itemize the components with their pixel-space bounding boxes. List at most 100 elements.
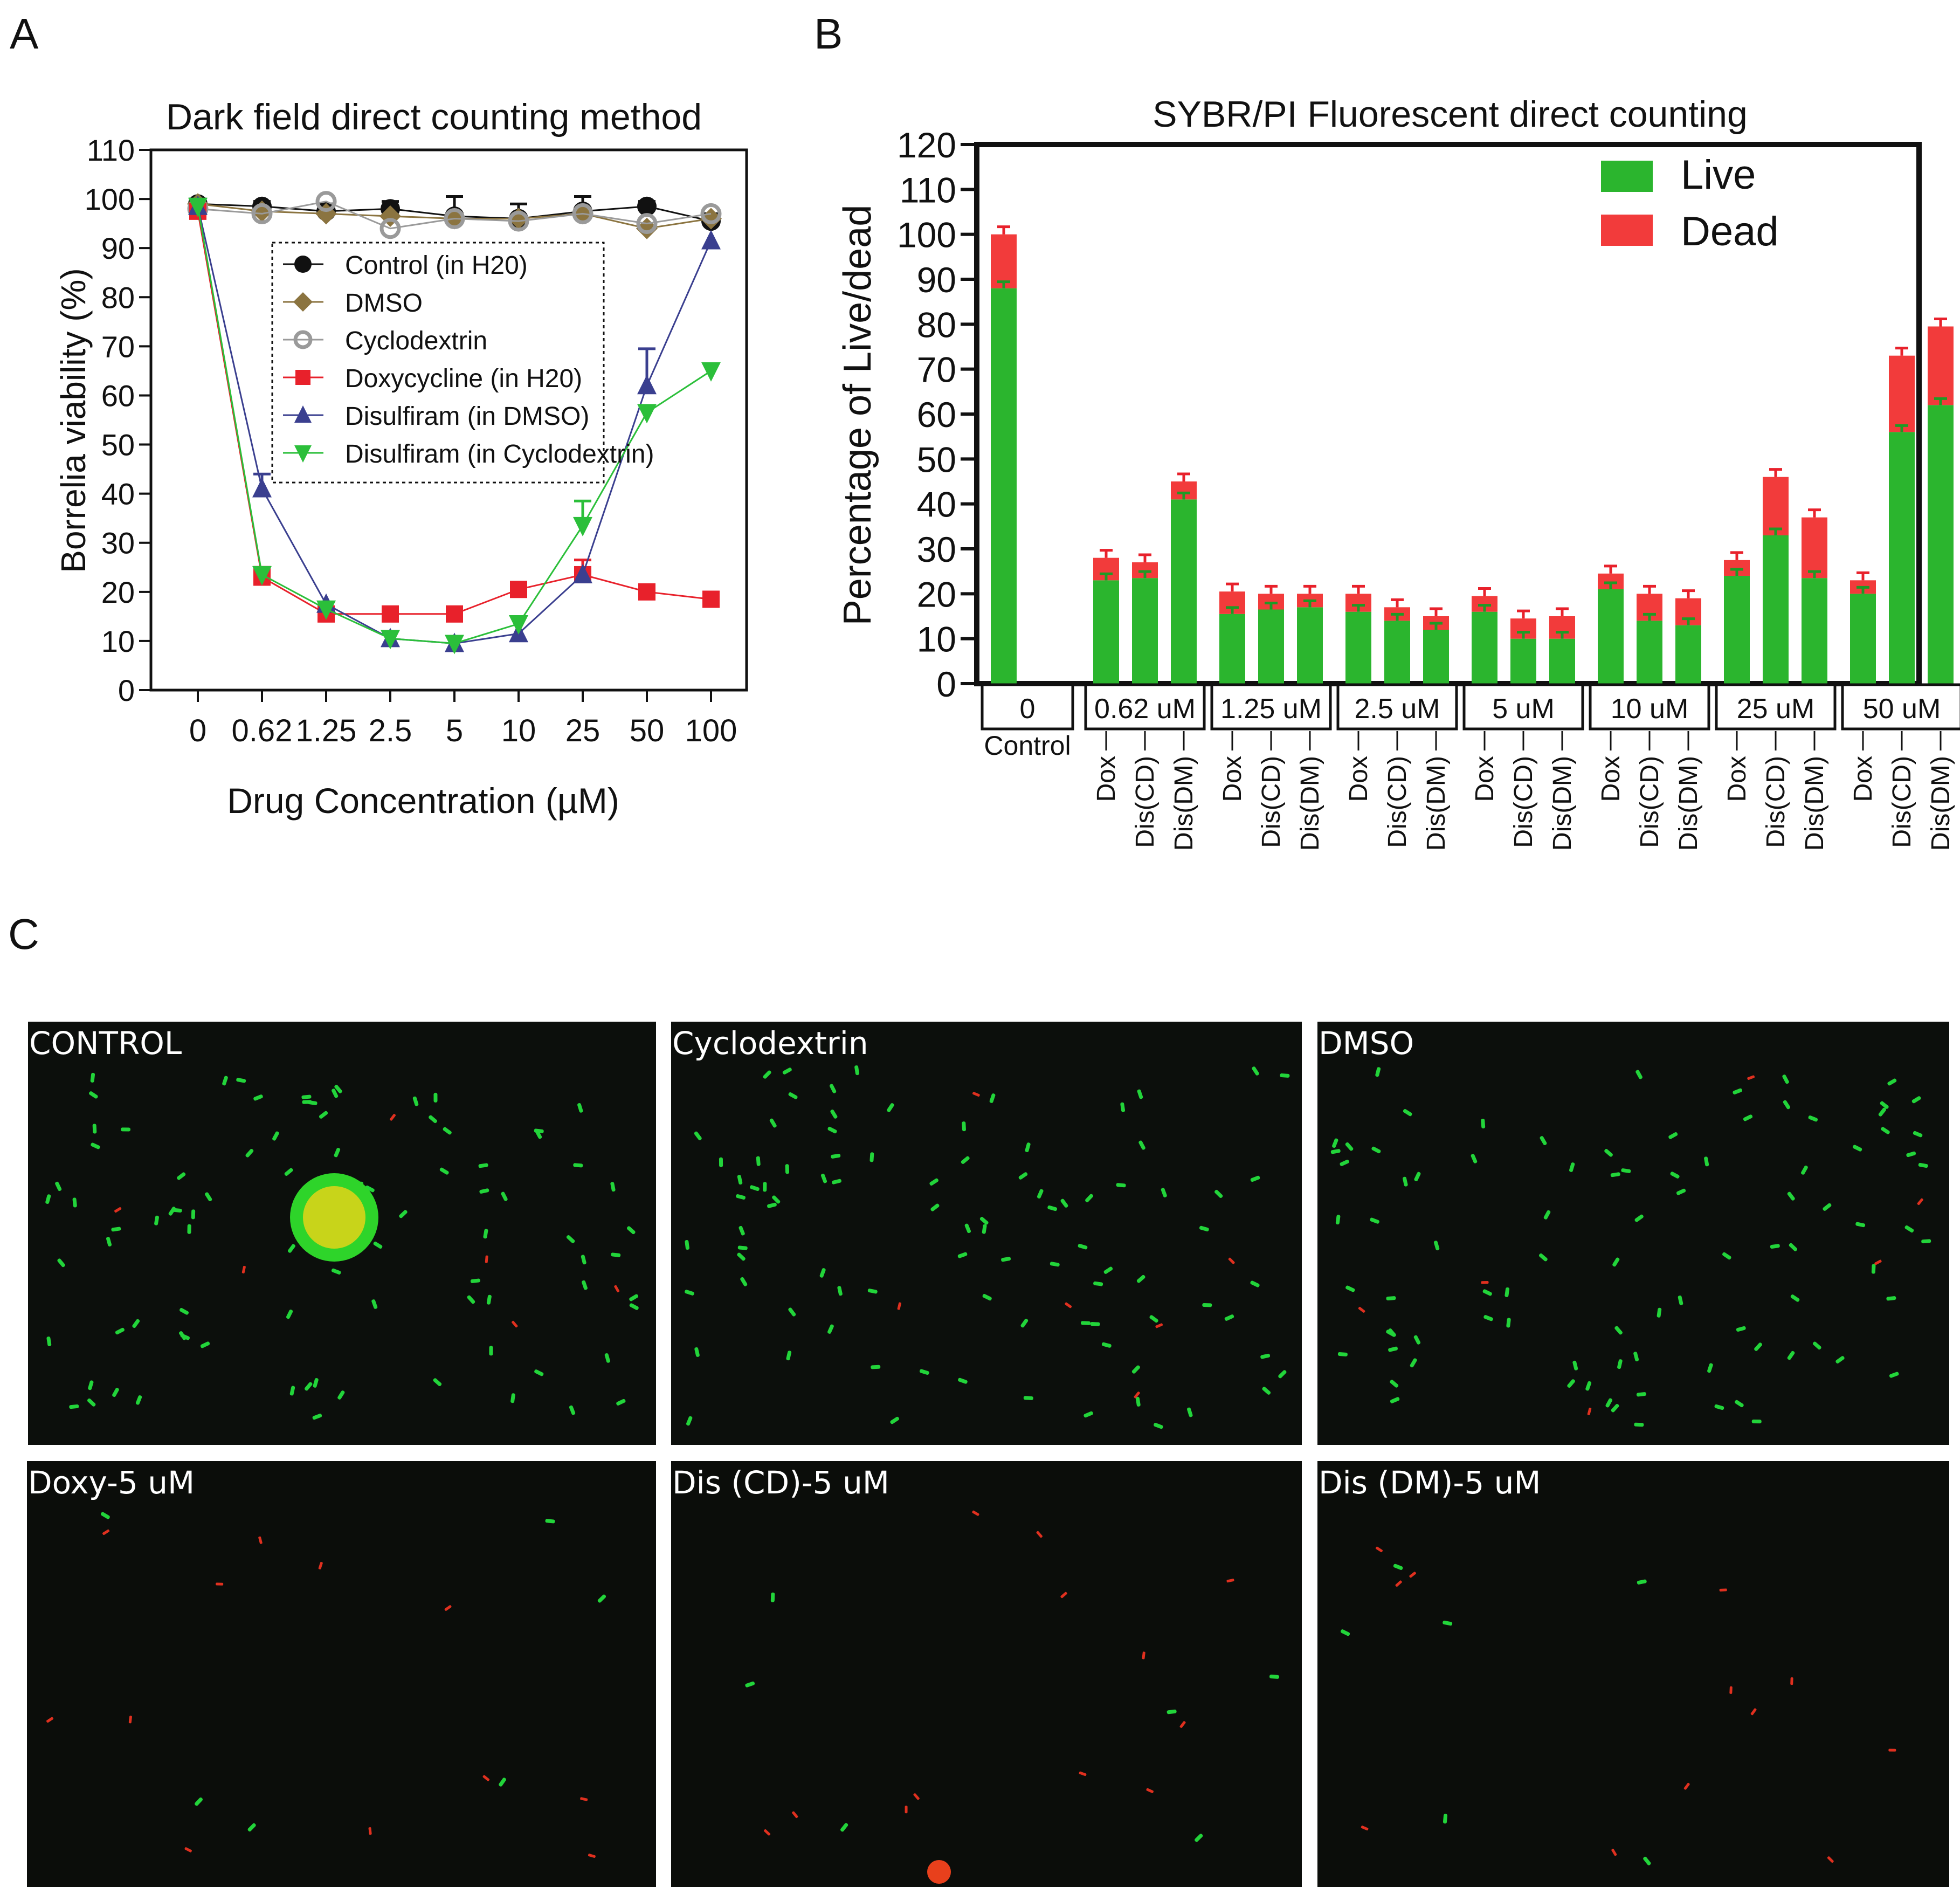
green-bacterium — [1037, 1189, 1044, 1199]
green-bacterium — [1605, 1398, 1613, 1408]
green-bacterium — [737, 1245, 748, 1250]
green-bacterium — [745, 1681, 755, 1688]
b-y-tick-label: 0 — [936, 664, 956, 704]
green-bacterium — [982, 1294, 992, 1301]
green-bacterium — [1823, 1203, 1832, 1211]
green-bacterium — [433, 1378, 442, 1386]
a-marker-square — [510, 581, 527, 598]
b-group-10-um — [1598, 564, 1701, 684]
a-series-line — [197, 201, 712, 230]
b-bar-label: Dis(CD) — [1762, 756, 1790, 848]
b-group-label: 2.5 uM — [1355, 693, 1440, 725]
red-bacterium — [482, 1775, 490, 1781]
red-bacterium — [444, 1605, 452, 1611]
red-bacterium — [972, 1092, 980, 1097]
b-group-box — [1841, 683, 1960, 731]
b-bar-label: Dis(DM) — [1548, 756, 1577, 851]
green-bacterium — [1224, 1314, 1234, 1321]
red-bacterium — [1827, 1856, 1834, 1863]
green-bacterium — [478, 1163, 488, 1168]
a-marker-ring — [251, 203, 273, 224]
b-group-2-5-um — [1345, 584, 1449, 684]
green-bacterium — [489, 1346, 493, 1356]
green-bacterium — [989, 1093, 996, 1103]
a-y-tick-label: 100 — [85, 182, 135, 216]
green-bacterium — [1167, 1709, 1177, 1714]
green-bacterium — [1020, 1318, 1029, 1328]
green-bacterium — [964, 1223, 971, 1234]
red-bacterium — [1228, 1257, 1235, 1264]
red-bacterium — [102, 1529, 110, 1535]
b-bar-live — [1472, 611, 1497, 684]
green-bacterium — [1101, 1342, 1112, 1348]
b-group-label: 25 uM — [1737, 693, 1815, 725]
green-bacterium — [1482, 1289, 1492, 1296]
green-bacterium — [1137, 1089, 1143, 1099]
red-bacterium — [905, 1806, 908, 1814]
a-marker-square — [382, 605, 399, 623]
green-bacterium — [782, 1067, 792, 1075]
green-bacterium — [1403, 1109, 1412, 1117]
panel-b-bars-group — [991, 225, 1954, 684]
green-bacterium — [1345, 1285, 1355, 1292]
b-y-tick-label: 70 — [917, 350, 956, 390]
red-bacterium — [1719, 1588, 1727, 1592]
green-bacterium — [827, 1126, 837, 1134]
b-bar-label: Dox — [1344, 756, 1373, 802]
green-bacterium — [100, 1512, 110, 1519]
green-bacterium — [1722, 1252, 1731, 1260]
panel-a-title: Dark field direct counting method — [166, 97, 702, 137]
green-bacterium — [1714, 1404, 1724, 1410]
b-y-tick-label: 60 — [917, 395, 956, 435]
red-bacterium — [1395, 1580, 1402, 1587]
green-bacterium — [740, 1277, 748, 1286]
red-bacterium — [1361, 1826, 1369, 1831]
green-bacterium — [829, 1084, 837, 1093]
green-bacterium — [332, 1089, 339, 1098]
a-series-disulfiram-in-cyclodextrin — [188, 197, 721, 655]
green-bacterium — [87, 1398, 96, 1407]
panel-label-a: A — [10, 10, 39, 58]
red-bacterium — [1146, 1788, 1154, 1793]
b-group-50-um — [1850, 318, 1954, 684]
a-legend-label: Control (in H20) — [345, 251, 528, 280]
panel-b-group-labels: 0 Control Dox Dis(CD) Dis(DM) 0.62 uM Dox Dis(C… — [981, 683, 1960, 851]
b-y-tick-label: 10 — [917, 619, 956, 659]
green-bacterium — [135, 1395, 142, 1405]
b-bar-label: Dox — [1218, 756, 1247, 802]
green-bacterium — [1855, 1222, 1866, 1228]
green-bacterium — [1751, 1419, 1762, 1424]
red-bacterium — [1790, 1677, 1793, 1685]
a-x-tick-label: 0.62 — [232, 713, 293, 748]
red-bacterium — [588, 1854, 596, 1858]
green-bacterium — [1634, 1214, 1644, 1222]
green-bacterium — [1340, 1629, 1350, 1636]
green-bacterium — [89, 1091, 98, 1099]
b-group-0-62-um — [1093, 472, 1197, 684]
b-bar-live — [1219, 614, 1245, 684]
green-bacterium — [1911, 1096, 1921, 1104]
micrograph-dis-cd-5-um: Dis (CD)-5 uM — [671, 1461, 1302, 1887]
red-bacterium — [184, 1847, 192, 1852]
green-bacterium — [763, 1182, 767, 1192]
green-bacterium — [1904, 1225, 1914, 1233]
green-bacterium — [187, 1224, 191, 1234]
green-bacterium — [1670, 1172, 1680, 1179]
green-bacterium — [629, 1294, 639, 1301]
b-bar-live — [1763, 535, 1789, 684]
green-bacterium — [566, 1235, 575, 1243]
b-bar-label: Dis(CD) — [1509, 756, 1538, 848]
red-bacterium — [764, 1829, 771, 1836]
red-bacterium — [792, 1811, 798, 1819]
green-bacterium — [840, 1823, 848, 1832]
green-bacterium — [750, 1185, 760, 1192]
b-bar-live — [1345, 611, 1371, 684]
green-bacterium — [930, 1203, 940, 1211]
a-y-tick-label: 60 — [101, 378, 135, 412]
green-bacterium — [72, 1197, 77, 1208]
green-bacterium — [831, 1153, 841, 1159]
green-bacterium — [737, 1252, 746, 1261]
green-bacterium — [1335, 1215, 1341, 1225]
green-bacterium — [1250, 1175, 1260, 1182]
green-bacterium — [1736, 1326, 1746, 1332]
